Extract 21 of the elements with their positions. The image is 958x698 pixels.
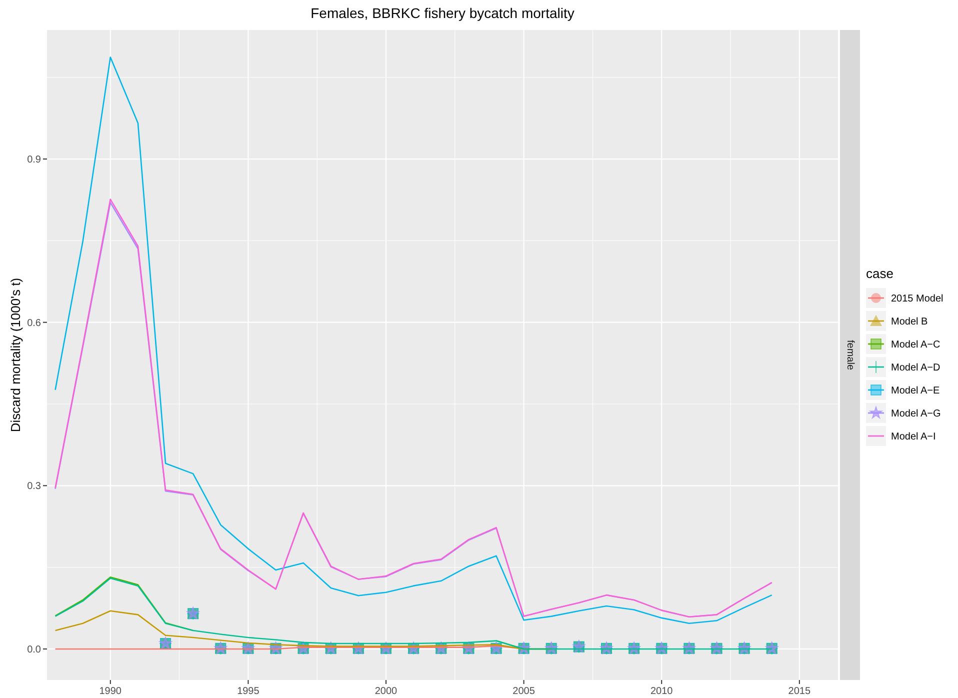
legend-label: Model A−G	[891, 408, 941, 420]
x-tick-label: 2015	[788, 686, 811, 697]
legend-title: case	[866, 266, 894, 281]
y-tick-label: 0.3	[27, 481, 42, 492]
x-tick-label: 1995	[237, 686, 260, 697]
legend-label: Model B	[891, 316, 928, 328]
y-axis-title: Discard mortality (1000's t)	[8, 278, 23, 432]
x-tick-label: 1990	[99, 686, 122, 697]
legend-label: Model A−E	[891, 386, 940, 396]
legend-label: Model A−D	[891, 362, 940, 374]
x-tick-label: 2000	[374, 686, 398, 697]
x-tick-label: 2010	[650, 686, 674, 697]
text: female	[844, 340, 856, 370]
y-tick-label: 0.9	[27, 154, 42, 166]
legend-label: Model A−C	[891, 340, 940, 350]
y-tick-label: 0.0	[27, 644, 42, 656]
legend-label: 2015 Model	[891, 294, 944, 304]
y-tick-label: 0.6	[27, 318, 42, 329]
legend-label: Model A−I	[891, 432, 936, 442]
x-tick-label: 2005	[512, 686, 536, 697]
chart-title: Females, BBRKC fishery bycatch mortality	[310, 5, 574, 21]
